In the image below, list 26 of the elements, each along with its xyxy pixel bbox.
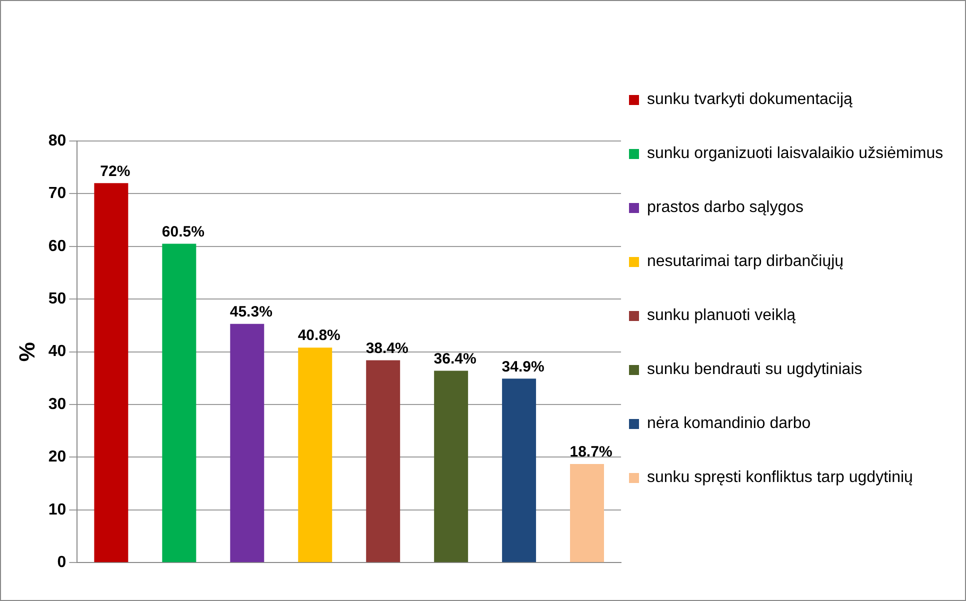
data-label: 72% [100,162,130,180]
data-label: 34.9% [502,358,544,376]
y-tick-label: 30 [48,396,66,413]
legend-label: sunku planuoti veiklą [647,307,796,325]
data-label: 40.8% [298,327,340,344]
legend-label: sunku spręsti konfliktus tarp ugdytinių [647,469,913,487]
y-tick-label: 70 [48,185,66,202]
legend-label: nėra komandinio darbo [647,415,811,433]
data-label: 60.5% [162,223,204,240]
legend-label: prastos darbo sąlygos [647,199,804,217]
legend-label: sunku tvarkyti dokumentaciją [647,91,852,109]
y-axis-title: % [14,342,40,362]
data-label: 36.4% [434,350,476,368]
legend-label: sunku organizuoti laisvalaikio užsiėmimus [647,145,944,163]
y-tick-label: 80 [48,132,66,150]
legend-label: nesutarimai tarp dirbančiųjų [647,253,844,271]
y-tick-label: 50 [48,290,66,308]
data-label: 45.3% [230,304,272,321]
y-tick-label: 10 [48,501,66,518]
y-tick-label: 40 [48,343,66,360]
y-tick-label: 60 [48,238,66,255]
data-label: 18.7% [570,444,612,461]
y-tick-label: 20 [48,448,66,466]
data-label: 38.4% [366,340,408,357]
y-tick-label: 0 [57,554,66,572]
legend-label: sunku bendrauti su ugdytiniais [647,361,862,379]
